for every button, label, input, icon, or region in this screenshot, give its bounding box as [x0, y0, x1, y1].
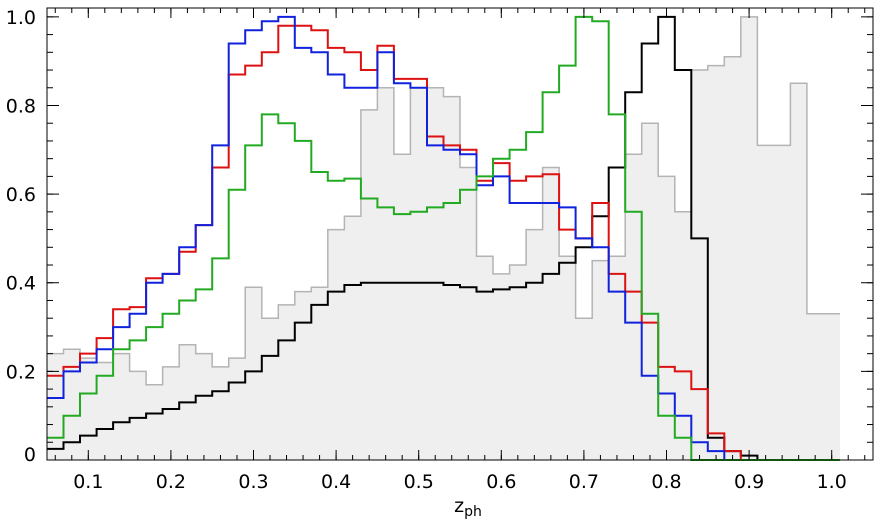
plot-frame	[46, 7, 874, 461]
series-3-line	[47, 15, 840, 461]
axis-layer: 0.1 0.2 0.3 0.4 0.5 0.6 0.7 0.8 0.9 1.0 0 0.2 0.4 0.6…	[6, 7, 873, 493]
x-tick-label: 0.9	[734, 471, 764, 493]
x-tick-label: 0.1	[73, 471, 103, 493]
y-tick-label: 0.6	[6, 184, 36, 206]
x-tick-label: 0.8	[651, 471, 681, 493]
series-layer	[47, 15, 840, 461]
x-tick-label: 0.7	[569, 471, 599, 493]
x-tick-label: 0.3	[238, 471, 268, 493]
x-tick-label: 0.2	[156, 471, 186, 493]
x-tick-label: 0.5	[404, 471, 434, 493]
y-tick-label: 1.0	[6, 7, 36, 29]
y-tick-label: 0.2	[6, 361, 36, 383]
series-0-fill	[47, 16, 840, 461]
series-4-line	[47, 15, 840, 461]
y-tick-label: 0.4	[6, 273, 36, 295]
series-1-line	[47, 15, 840, 461]
x-axis-label: zph	[454, 495, 482, 520]
x-tick-label: 0.6	[486, 471, 516, 493]
x-axis-label-main: z	[454, 495, 464, 517]
x-tick-label: 1.0	[817, 471, 847, 493]
y-tick-label: 0	[24, 444, 36, 466]
x-tick-label: 0.4	[321, 471, 351, 493]
y-tick-label: 0.8	[6, 95, 36, 117]
x-axis-label-subscript: ph	[464, 504, 482, 520]
